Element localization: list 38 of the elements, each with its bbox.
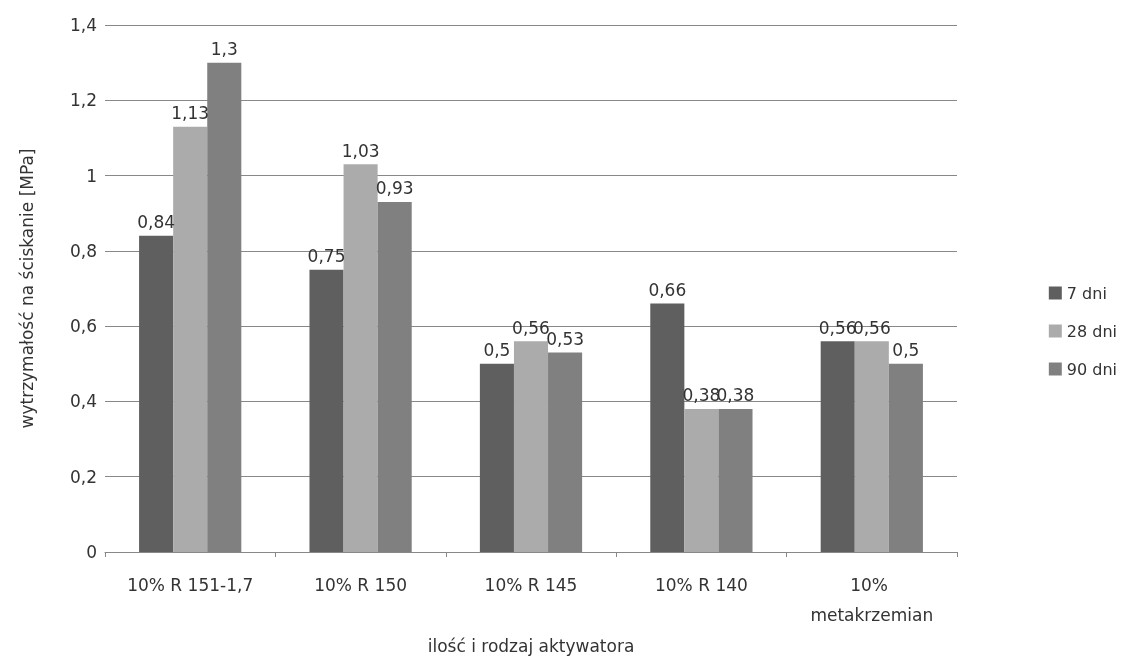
y-tick-label: 0,2 <box>69 466 97 487</box>
data-label: 0,93 <box>375 178 414 199</box>
bar <box>684 408 719 552</box>
bar <box>479 363 514 552</box>
data-label: 0,84 <box>137 212 176 233</box>
data-label: 1,3 <box>210 39 238 60</box>
legend-label: 7 dni <box>1066 283 1107 303</box>
y-tick-label: 0 <box>86 542 97 562</box>
bar <box>513 341 549 552</box>
y-tick-label: 1,2 <box>69 90 97 111</box>
data-label: 0,75 <box>307 246 346 267</box>
data-label: 1,03 <box>341 140 380 161</box>
bar <box>173 126 208 552</box>
data-label: 0,38 <box>716 385 755 406</box>
data-label: 0,66 <box>648 280 687 301</box>
x-tick-label: 10% R 140 <box>654 575 748 595</box>
bar <box>650 303 685 552</box>
data-label: 0,5 <box>483 340 511 361</box>
x-tick-label: 10% R 150 <box>314 575 408 595</box>
x-tick-label: 10% metakrzemian <box>810 575 934 625</box>
bar <box>820 341 855 552</box>
y-tick-label: 0,4 <box>69 391 97 412</box>
y-tick-label: 1 <box>86 165 97 186</box>
y-tick-label: 0,6 <box>69 316 97 337</box>
data-label: 0,5 <box>892 340 920 361</box>
y-tick-label: 1,4 <box>69 15 97 35</box>
data-label: 1,13 <box>171 103 210 124</box>
x-tick-label: 10% R 151-1,7 <box>127 575 254 595</box>
x-tick-label: 10% R 145 <box>484 575 578 595</box>
bar <box>309 269 344 552</box>
bar <box>139 235 174 552</box>
legend-label: 90 dni <box>1066 359 1117 379</box>
y-tick-label: 0,8 <box>69 240 97 261</box>
y-axis-title: wytrzymałość na ściskanie [MPa] <box>16 148 37 429</box>
x-axis-title: ilość i rodzaj aktywatora <box>427 635 635 656</box>
bar <box>854 341 889 552</box>
legend-label: 28 dni <box>1066 321 1117 341</box>
bar <box>343 164 378 552</box>
